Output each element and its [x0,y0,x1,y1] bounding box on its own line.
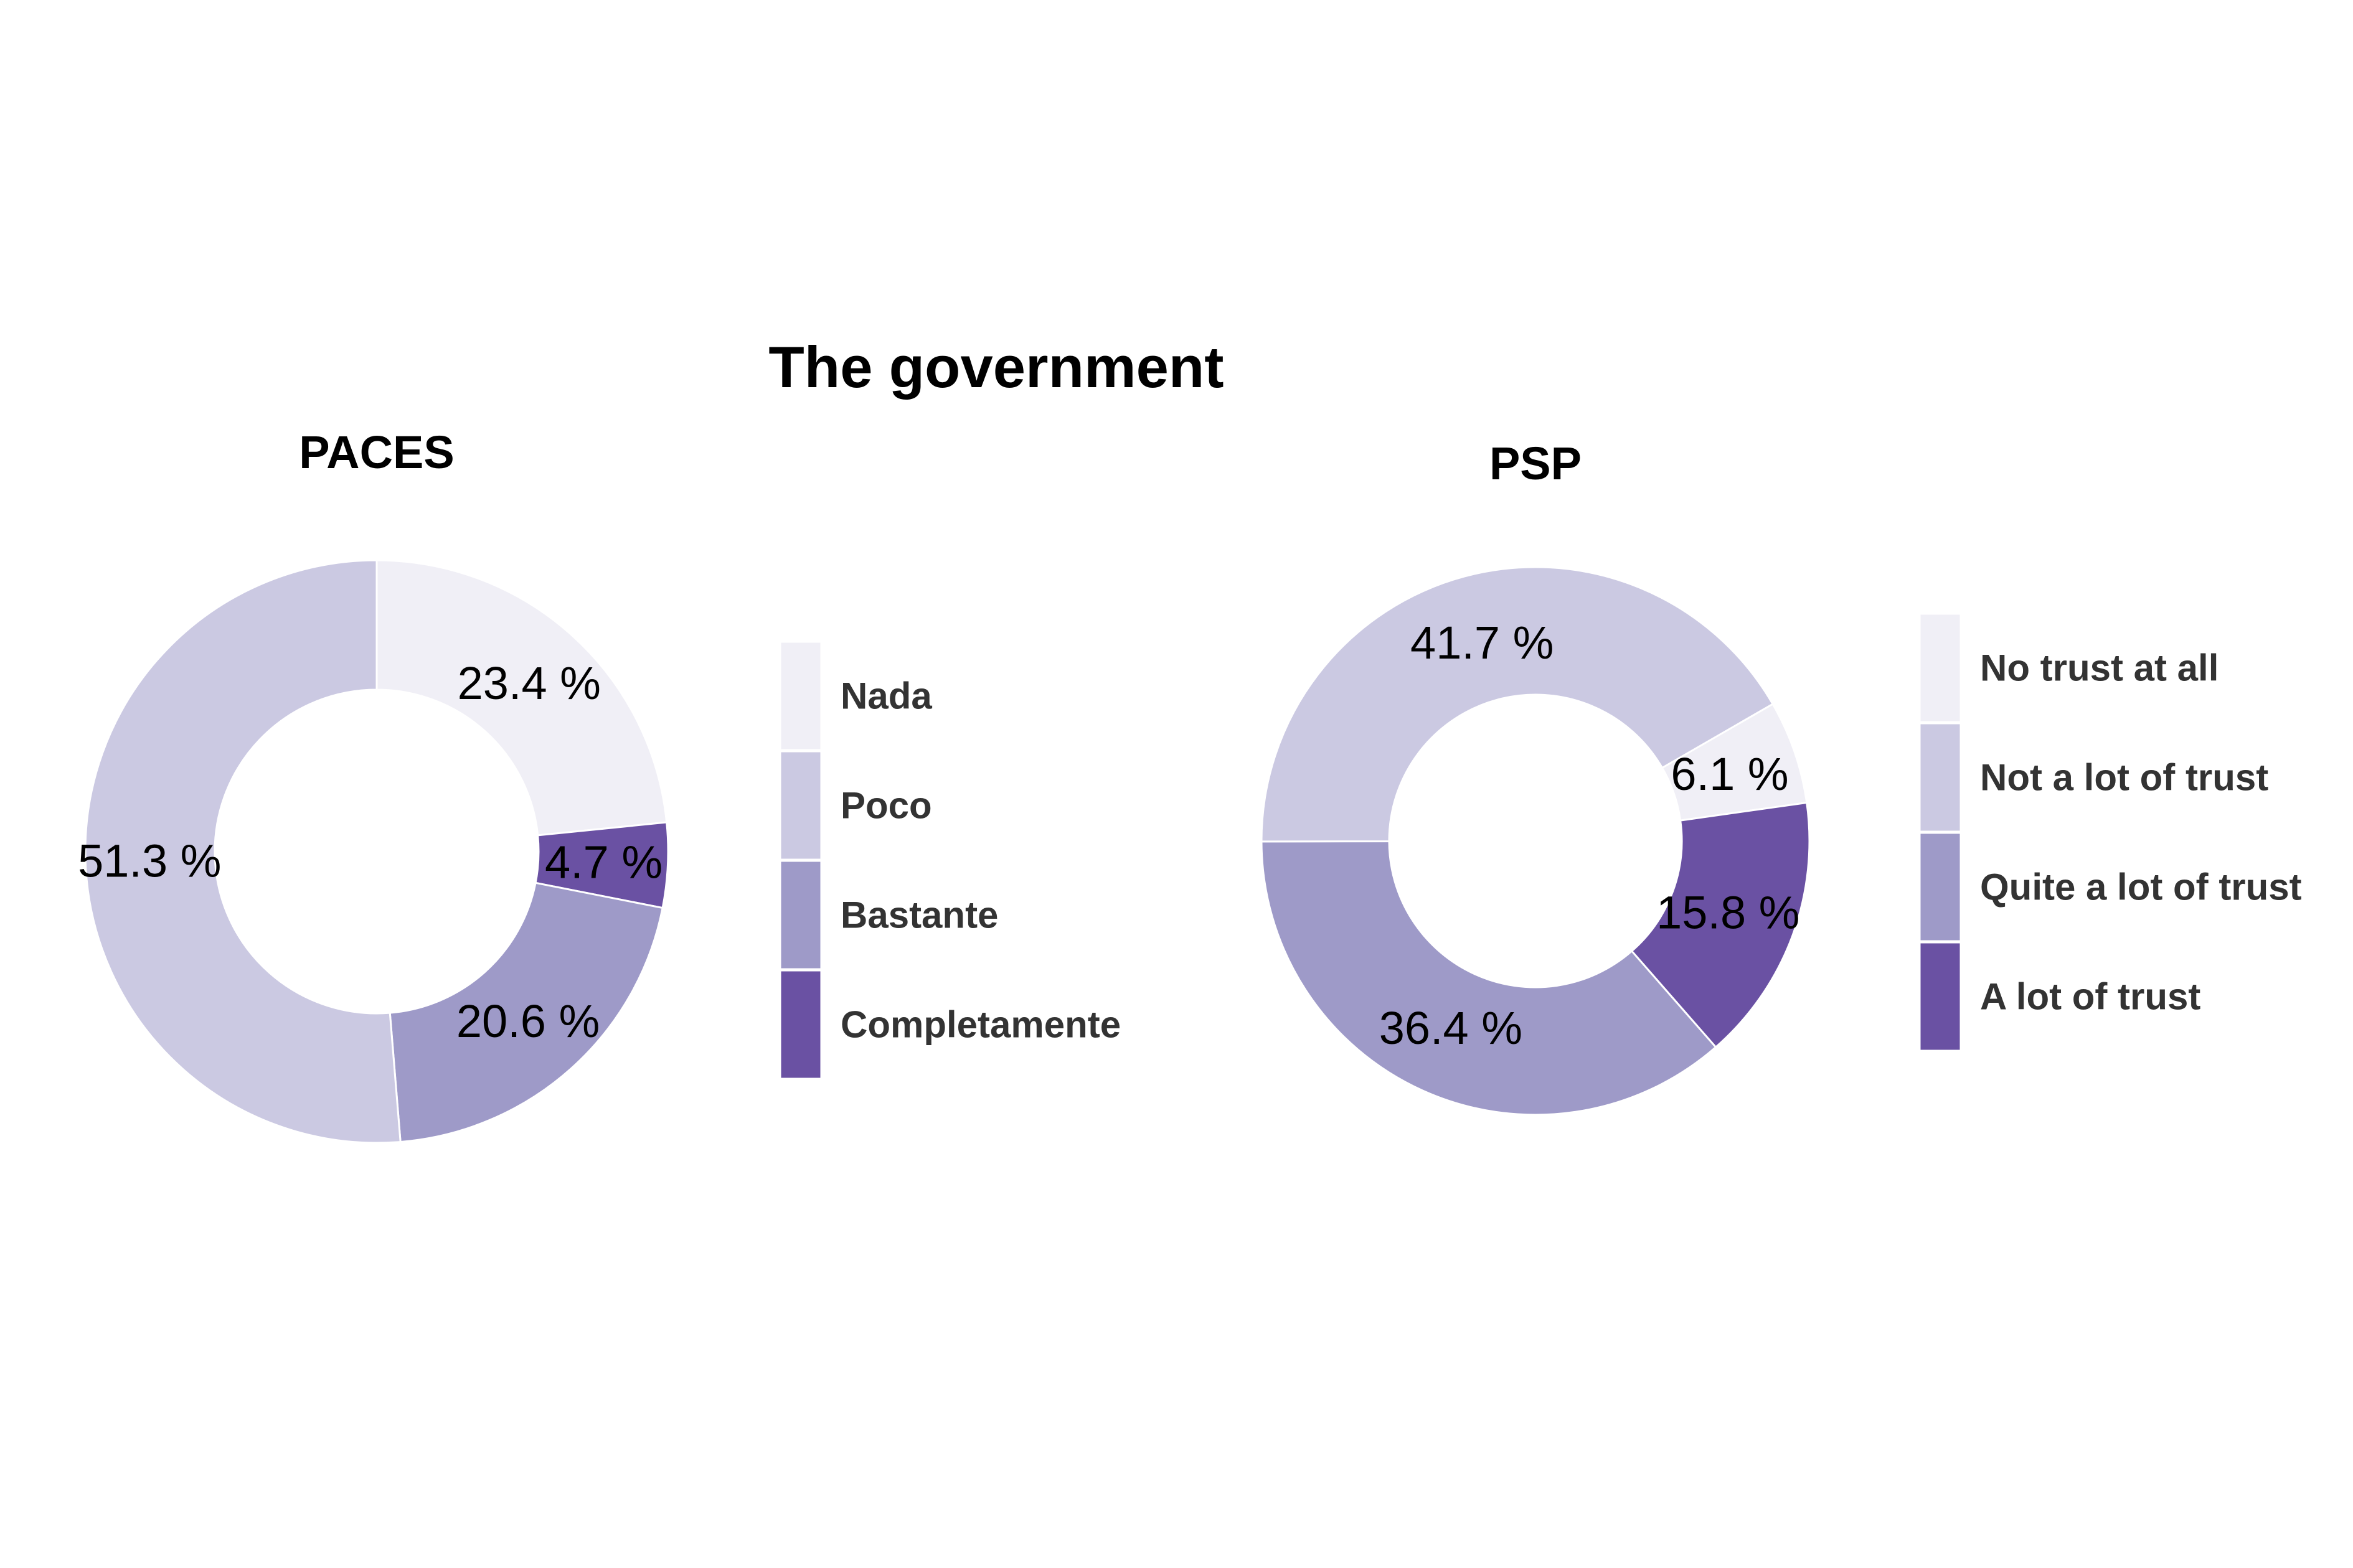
legend-label-no-trust-at-all: No trust at all [1980,647,2219,689]
legend-label-not-a-lot-of-trust: Not a lot of trust [1980,757,2268,799]
slice-a-lot-of-trust [1630,801,1811,1049]
legend-psp: No trust at all Not a lot of trust Quite a… [1917,611,2302,1053]
slices-psp [1260,566,1811,1116]
legend-label-completamente: Completamente [841,1004,1121,1046]
legend-label-poco: Poco [841,785,932,827]
legend-label-a-lot-of-trust: A lot of trust [1980,976,2200,1018]
chart-main-title: The government [768,334,1224,400]
legend-key-nada [778,639,824,753]
slice-label-nada: 23.4 % [458,657,601,709]
slice-poco [84,559,402,1144]
legend-paces: Nada Poco Bastante Completamente [778,639,1121,1081]
legend-key-poco [778,749,824,862]
slices-paces [84,559,669,1144]
slice-labels-psp: 6.1 % 15.8 % 36.4 % 41.7 % [1379,617,1800,1054]
slice-label-a-lot-of-trust: 15.8 % [1656,887,1799,939]
chart-title-paces: PACES [299,426,454,478]
donut-chart-paces: PACES 23.4 % 4.7 % 20.6 % 51.3 % Nada Poco Ba… [78,426,1121,1144]
legend-label-bastante: Bastante [841,894,998,936]
legend-key-bastante [778,858,824,972]
legend-label-nada: Nada [841,675,932,717]
slice-bastante [389,881,664,1143]
legend-key-a-lot-of-trust [1917,940,1963,1053]
donut-chart-psp: PSP 6.1 % 15.8 % 36.4 % 41.7 % No trust at … [1260,438,2302,1116]
legend-label-quite-a-lot-of-trust: Quite a lot of trust [1980,866,2302,908]
slice-label-quite-a-lot-of-trust: 36.4 % [1379,1002,1522,1054]
legend-key-no-trust-at-all [1917,611,1963,725]
legend-key-quite-a-lot-of-trust [1917,830,1963,944]
slice-label-not-a-lot-of-trust: 41.7 % [1410,617,1554,669]
legend-key-completamente [778,968,824,1081]
slice-label-bastante: 20.6 % [456,995,600,1047]
slice-label-completamente: 4.7 % [545,837,663,888]
slice-label-no-trust-at-all: 6.1 % [1671,748,1788,800]
chart-title-psp: PSP [1489,438,1582,489]
slice-not-a-lot-of-trust [1260,566,1775,843]
slice-label-poco: 51.3 % [78,835,221,886]
slice-quite-a-lot-of-trust [1260,840,1717,1116]
slice-labels-paces: 23.4 % 4.7 % 20.6 % 51.3 % [78,657,663,1047]
legend-key-not-a-lot-of-trust [1917,721,1963,834]
slice-nada [375,559,668,837]
